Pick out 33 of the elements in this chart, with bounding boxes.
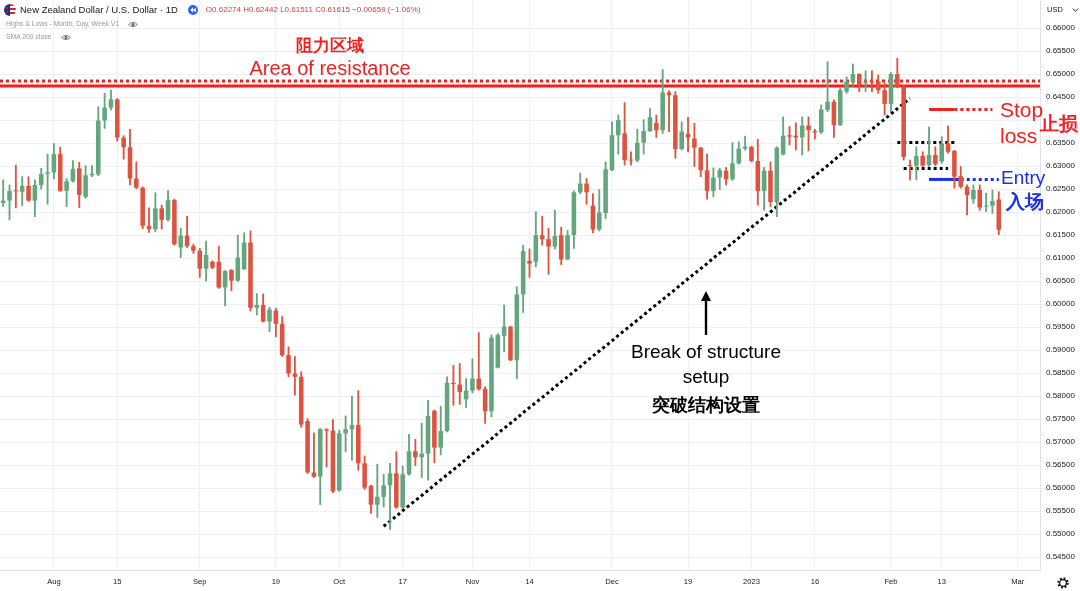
y-tick-label: 0.59500	[1046, 322, 1076, 332]
y-tick-label: 0.62500	[1046, 184, 1076, 194]
y-tick-label: 0.55000	[1046, 529, 1076, 539]
y-tick-label: 0.59000	[1046, 345, 1076, 355]
chart-title: New Zealand Dollar / U.S. Dollar · 1D	[20, 3, 178, 15]
annotation: 突破结构设置	[651, 394, 760, 415]
y-tick-label: 0.56500	[1046, 460, 1076, 470]
text: O0.62274 H0.62442 L0.61511 C0.61615 −0.00659 (−1.06%)	[205, 5, 421, 15]
y-tick-label: 0.58500	[1046, 368, 1076, 378]
y-tick-label: 0.56000	[1046, 483, 1076, 493]
y-tick-label: 0.66000	[1046, 23, 1076, 33]
y-tick-label: 0.57000	[1046, 437, 1076, 447]
y-tick-label: 0.65500	[1046, 46, 1076, 56]
annotation: 入场	[1005, 191, 1044, 213]
y-tick-label: 0.64500	[1046, 92, 1076, 102]
y-tick-label: 0.54500	[1046, 552, 1076, 562]
annotation: 阻力区域	[296, 35, 364, 55]
candlestick	[324, 428, 329, 468]
y-tick-label: 0.62000	[1046, 207, 1076, 217]
annotation: Break of structure setup	[631, 341, 781, 388]
line-series	[382, 96, 912, 528]
annotation: Entry	[1001, 167, 1046, 189]
y-tick-label: 0.63500	[1046, 138, 1076, 148]
y-tick-label: 0.61500	[1046, 230, 1076, 240]
annotation: Area of resistance	[249, 56, 411, 79]
y-tick-label: 0.55500	[1046, 506, 1076, 516]
y-tick-label: 0.60000	[1046, 299, 1076, 309]
y-tick-label: 0.65000	[1046, 69, 1076, 79]
y-tick-label: 0.63000	[1046, 161, 1076, 171]
y-tick-label: 0.58000	[1046, 391, 1076, 401]
y-tick-label: 0.60500	[1046, 276, 1076, 286]
y-tick-label: 0.57500	[1046, 414, 1076, 424]
y-tick-label: 0.61000	[1046, 253, 1076, 263]
